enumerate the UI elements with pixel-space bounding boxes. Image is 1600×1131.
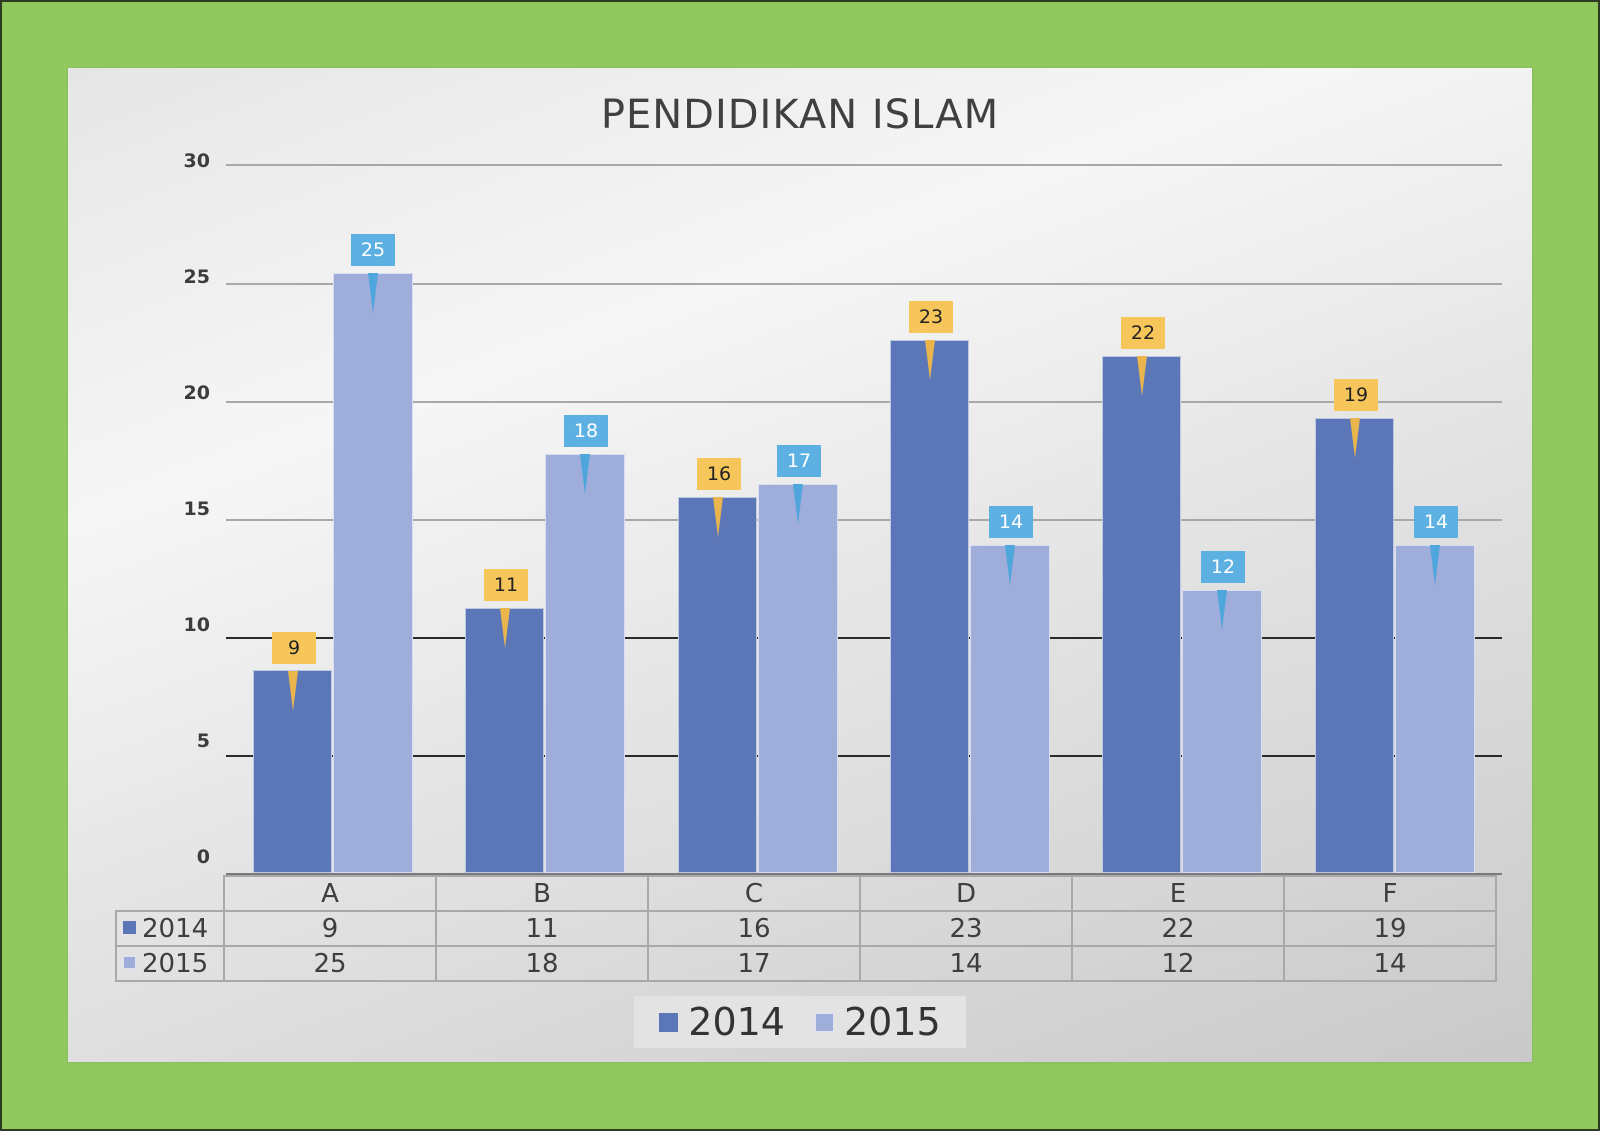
y-tick-10: 10 bbox=[183, 614, 210, 636]
gridline-5 bbox=[226, 755, 1502, 757]
series-name-2014: 2014 bbox=[142, 913, 209, 944]
data-label-2014-A: 9 bbox=[272, 632, 316, 664]
table-cell: 14 bbox=[1283, 945, 1497, 982]
data-table: A B C D E F 2014 9 11 16 23 22 19 2015 2… bbox=[115, 875, 1497, 982]
table-row-2014: 2014 9 11 16 23 22 19 bbox=[115, 910, 1497, 947]
bar-2015-B[interactable] bbox=[545, 454, 625, 873]
callout-pointer bbox=[288, 671, 298, 711]
table-cell: 23 bbox=[859, 910, 1073, 947]
y-tick-30: 30 bbox=[183, 150, 210, 172]
category-D: D bbox=[859, 875, 1073, 912]
callout-pointer bbox=[580, 454, 590, 494]
data-label-2015-C: 17 bbox=[777, 445, 821, 477]
callout-pointer bbox=[1217, 590, 1227, 630]
table-cell: 12 bbox=[1071, 945, 1285, 982]
bar-2014-F[interactable] bbox=[1315, 418, 1394, 873]
bar-2015-E[interactable] bbox=[1182, 590, 1262, 873]
bar-2014-C[interactable] bbox=[678, 497, 757, 873]
category-C: C bbox=[647, 875, 861, 912]
data-label-2014-E: 22 bbox=[1121, 317, 1165, 349]
data-label-2015-F: 14 bbox=[1414, 506, 1458, 538]
chart-title: PENDIDIKAN ISLAM bbox=[600, 92, 1000, 138]
table-cell: 14 bbox=[859, 945, 1073, 982]
category-F: F bbox=[1283, 875, 1497, 912]
table-cell: 17 bbox=[647, 945, 861, 982]
gridline-20 bbox=[226, 401, 1502, 403]
gridline-25 bbox=[226, 283, 1502, 285]
table-cell: 9 bbox=[223, 910, 437, 947]
table-cell: 16 bbox=[647, 910, 861, 947]
x-axis-line bbox=[226, 873, 1502, 875]
row-header-2014: 2014 bbox=[115, 910, 225, 947]
bar-2014-E[interactable] bbox=[1102, 356, 1181, 873]
bar-2015-A[interactable] bbox=[333, 273, 413, 873]
category-B: B bbox=[435, 875, 649, 912]
gridline-10 bbox=[226, 637, 1502, 639]
category-E: E bbox=[1071, 875, 1285, 912]
data-label-2015-A: 25 bbox=[351, 234, 395, 266]
bar-2015-D[interactable] bbox=[970, 545, 1050, 873]
table-cell: 18 bbox=[435, 945, 649, 982]
data-label-2014-D: 23 bbox=[909, 301, 953, 333]
gridline-15 bbox=[226, 519, 1502, 521]
callout-pointer bbox=[793, 484, 803, 524]
table-cell: 11 bbox=[435, 910, 649, 947]
gridline-30 bbox=[226, 164, 1502, 166]
category-header-row: A B C D E F bbox=[116, 875, 1497, 912]
y-tick-15: 15 bbox=[183, 498, 210, 520]
callout-pointer bbox=[1137, 356, 1147, 396]
bar-2014-B[interactable] bbox=[465, 608, 544, 873]
bar-2015-F[interactable] bbox=[1395, 545, 1475, 873]
y-tick-5: 5 bbox=[196, 730, 210, 752]
data-label-2014-F: 19 bbox=[1334, 379, 1378, 411]
category-A: A bbox=[223, 875, 437, 912]
table-corner bbox=[116, 876, 225, 911]
y-tick-0: 0 bbox=[196, 846, 210, 868]
callout-pointer bbox=[925, 340, 935, 380]
legend-key-2015-icon bbox=[123, 955, 136, 969]
callout-pointer bbox=[1005, 545, 1015, 585]
table-row-2015: 2015 25 18 17 14 12 14 bbox=[115, 945, 1497, 982]
y-tick-25: 25 bbox=[183, 266, 210, 288]
chart-legend: 2014 2015 bbox=[634, 996, 966, 1048]
bar-2015-C[interactable] bbox=[758, 484, 838, 873]
data-label-2014-C: 16 bbox=[697, 458, 741, 490]
callout-pointer bbox=[1350, 418, 1360, 458]
data-label-2015-B: 18 bbox=[564, 415, 608, 447]
legend-label-2015: 2015 bbox=[844, 1000, 941, 1044]
data-label-2014-B: 11 bbox=[484, 569, 528, 601]
row-header-2015: 2015 bbox=[115, 945, 225, 982]
legend-label-2014: 2014 bbox=[688, 1000, 785, 1044]
legend-item-2015[interactable]: 2015 bbox=[815, 1000, 941, 1044]
legend-key-2014-icon bbox=[123, 920, 136, 934]
table-cell: 19 bbox=[1283, 910, 1497, 947]
series-name-2015: 2015 bbox=[142, 948, 209, 979]
table-cell: 25 bbox=[223, 945, 437, 982]
data-label-2015-D: 14 bbox=[989, 506, 1033, 538]
legend-item-2014[interactable]: 2014 bbox=[659, 1000, 785, 1044]
callout-pointer bbox=[500, 608, 510, 648]
callout-pointer bbox=[1430, 545, 1440, 585]
legend-swatch-2014-icon bbox=[659, 1012, 679, 1032]
y-tick-20: 20 bbox=[183, 382, 210, 404]
data-label-2015-E: 12 bbox=[1201, 551, 1245, 583]
table-cell: 22 bbox=[1071, 910, 1285, 947]
legend-swatch-2015-icon bbox=[815, 1012, 834, 1032]
callout-pointer bbox=[368, 273, 378, 313]
bar-2014-D[interactable] bbox=[890, 340, 969, 873]
callout-pointer bbox=[713, 497, 723, 537]
